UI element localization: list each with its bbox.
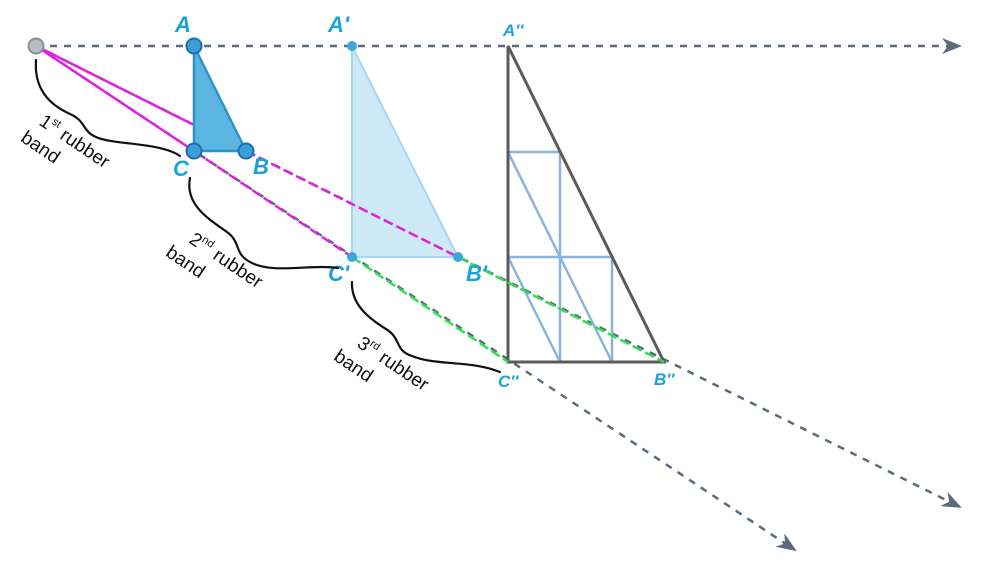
triangle-outline bbox=[506, 45, 667, 364]
band-3-line2: band bbox=[330, 346, 377, 387]
triangle-image-2 bbox=[506, 45, 667, 364]
band-1-to-C bbox=[35, 44, 195, 153]
label-B: B bbox=[253, 154, 269, 179]
band-label-1: 1strubber band bbox=[17, 111, 114, 174]
point-A bbox=[185, 37, 203, 55]
band-2-to-B1 bbox=[245, 149, 459, 259]
band-3-word: rubber bbox=[375, 347, 433, 395]
point-C bbox=[185, 142, 203, 160]
point-B bbox=[237, 142, 255, 160]
brace-3 bbox=[350, 280, 502, 374]
band-2-line2: band bbox=[162, 242, 209, 283]
band-2-to-C1 bbox=[193, 149, 353, 259]
label-A1: A' bbox=[327, 12, 350, 37]
center-point bbox=[27, 37, 45, 55]
triangle-image-1 bbox=[351, 45, 460, 258]
band-2-sup: nd bbox=[200, 234, 217, 251]
ray-through-C bbox=[35, 44, 797, 552]
point-B1 bbox=[453, 252, 463, 262]
label-A2: A'' bbox=[502, 21, 524, 40]
grid-lines bbox=[506, 150, 614, 363]
label-C: C bbox=[173, 156, 190, 181]
rays bbox=[35, 38, 962, 552]
label-C2: C'' bbox=[498, 372, 519, 391]
band-label-3: 3rdrubber band bbox=[330, 333, 433, 396]
label-B2: B'' bbox=[654, 370, 675, 389]
label-C1: C' bbox=[328, 261, 350, 286]
point-C1 bbox=[347, 252, 357, 262]
brace-1 bbox=[34, 58, 182, 158]
point-A1 bbox=[347, 41, 357, 51]
label-A: A bbox=[174, 12, 191, 37]
band-1-line2: band bbox=[17, 127, 64, 168]
braces bbox=[34, 58, 502, 374]
rubber-bands bbox=[35, 44, 665, 364]
band-label-2: 2ndrubber band bbox=[162, 229, 267, 294]
points bbox=[27, 37, 463, 262]
vertex-labels: A B C A' B' C' A'' B'' C'' bbox=[173, 12, 675, 391]
label-B1: B' bbox=[466, 261, 488, 286]
brace-2 bbox=[188, 176, 340, 270]
band-2-word: rubber bbox=[209, 245, 267, 293]
band-1-word: rubber bbox=[56, 125, 114, 173]
band-3-to-C2 bbox=[351, 255, 509, 364]
triangle-original bbox=[192, 45, 249, 153]
band-3-to-B2 bbox=[457, 255, 665, 364]
